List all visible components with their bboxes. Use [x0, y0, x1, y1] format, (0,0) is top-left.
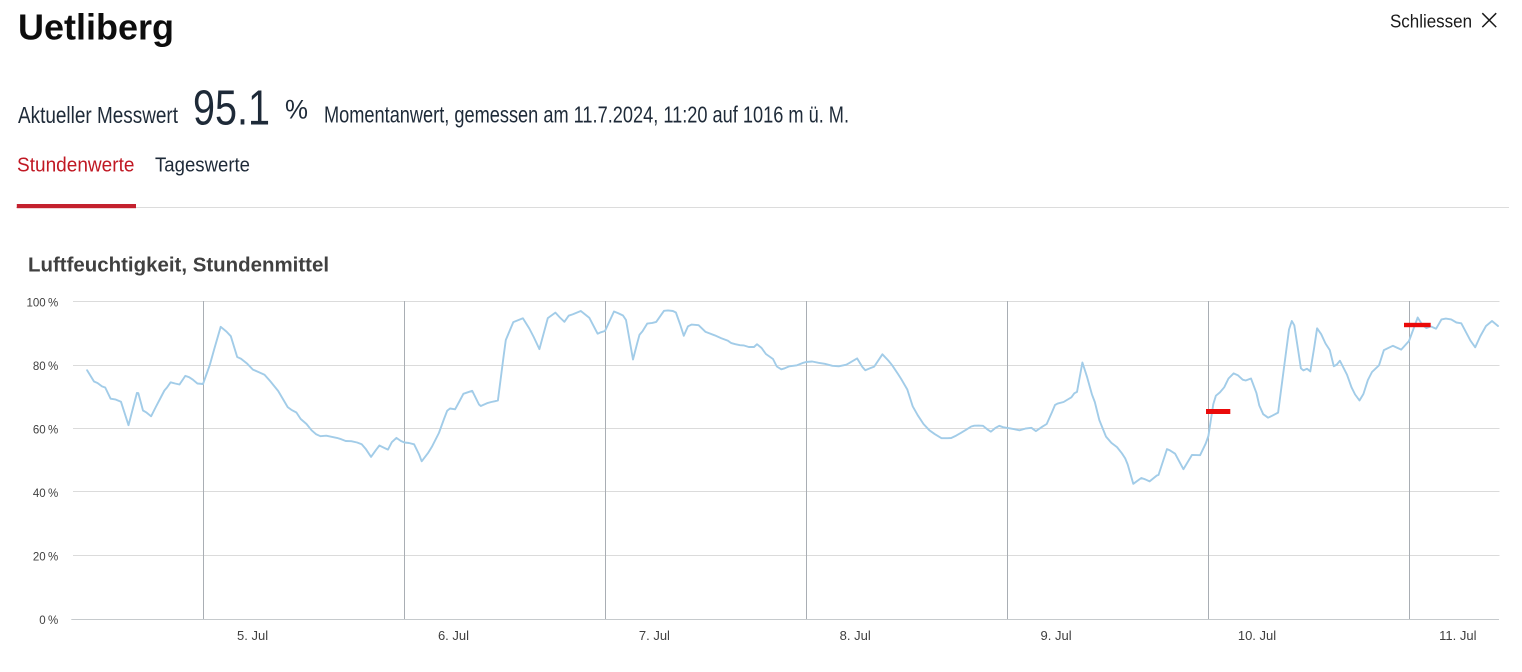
svg-text:Schliessen: Schliessen: [1390, 11, 1472, 32]
svg-text:20 %: 20 %: [33, 551, 58, 563]
svg-text:7. Jul: 7. Jul: [639, 628, 670, 643]
svg-text:9. Jul: 9. Jul: [1041, 628, 1072, 643]
svg-text:Aktueller Messwert: Aktueller Messwert: [18, 102, 178, 128]
svg-text:0 %: 0 %: [39, 615, 58, 627]
svg-text:10. Jul: 10. Jul: [1238, 628, 1276, 643]
svg-text:Momentanwert, gemessen am 11.7: Momentanwert, gemessen am 11.7.2024, 11:…: [324, 102, 849, 128]
svg-text:Uetliberg: Uetliberg: [18, 7, 174, 48]
svg-text:60 %: 60 %: [33, 424, 58, 436]
svg-text:5. Jul: 5. Jul: [237, 628, 268, 643]
svg-text:95.1: 95.1: [193, 81, 270, 135]
svg-text:8. Jul: 8. Jul: [840, 628, 871, 643]
svg-text:40 %: 40 %: [33, 488, 58, 500]
svg-text:Tageswerte: Tageswerte: [155, 155, 250, 177]
svg-text:80 %: 80 %: [33, 361, 58, 373]
svg-text:Stundenwerte: Stundenwerte: [17, 155, 135, 177]
svg-text:%: %: [285, 95, 308, 125]
svg-text:Luftfeuchtigkeit, Stundenmitte: Luftfeuchtigkeit, Stundenmittel: [28, 255, 329, 277]
svg-text:100 %: 100 %: [26, 297, 58, 309]
svg-text:11. Jul: 11. Jul: [1439, 628, 1476, 643]
svg-text:6. Jul: 6. Jul: [438, 628, 469, 643]
